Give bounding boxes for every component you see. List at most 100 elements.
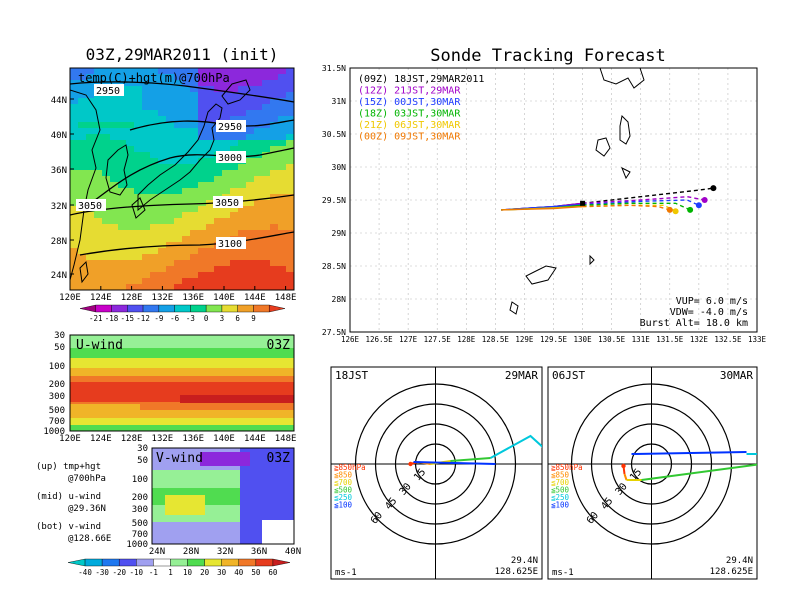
uwind-band xyxy=(70,348,294,358)
track-axis-ticks: 31.5N31N30.5N30N29.5N29N28.5N28N27.5N126… xyxy=(322,64,767,344)
uwind-label: U-wind xyxy=(76,338,123,353)
temp-cell xyxy=(262,80,271,87)
temp-cell xyxy=(286,254,294,261)
track-lines xyxy=(501,185,717,215)
temp-cell xyxy=(134,116,143,123)
temp-cell xyxy=(262,266,271,273)
temp-cell xyxy=(110,212,119,219)
temp-cell xyxy=(190,170,199,177)
temp-cell xyxy=(262,86,271,93)
temp-cell xyxy=(94,236,103,243)
temp-cell xyxy=(78,212,87,219)
temp-cell xyxy=(262,176,271,183)
temp-cell xyxy=(94,152,103,159)
temp-cell xyxy=(222,164,231,171)
temp-cell xyxy=(78,260,87,267)
temp-cell xyxy=(286,266,294,273)
temp-cell xyxy=(286,128,294,135)
temp-cell xyxy=(70,152,79,159)
lon-tick: 130.5E xyxy=(598,335,626,344)
temp-cell xyxy=(262,242,271,249)
temp-cell xyxy=(110,176,119,183)
temp-cell xyxy=(118,110,127,117)
temp-cell xyxy=(182,158,191,165)
temp-cell xyxy=(78,254,87,261)
temp-cell xyxy=(174,278,183,285)
temp-cell xyxy=(118,260,127,267)
temp-cell xyxy=(190,278,199,285)
temp-cell xyxy=(158,122,167,129)
temp-cell xyxy=(262,200,271,207)
temp-cell xyxy=(70,212,79,219)
lat-tick: 30.5N xyxy=(322,130,346,139)
uwind-band xyxy=(70,358,294,368)
colorbar-swatch xyxy=(119,558,137,567)
temp-cell xyxy=(118,278,127,285)
hodo-unit: ms-1 xyxy=(335,568,357,578)
hodo-unit: ms-1 xyxy=(552,568,574,578)
temp-cell xyxy=(126,134,135,141)
temp-cell xyxy=(214,260,223,267)
temp-cell xyxy=(142,134,151,141)
temp-cell xyxy=(262,116,271,123)
temp-cell xyxy=(246,122,255,129)
temp-cell xyxy=(86,104,95,111)
temp-cell xyxy=(166,86,175,93)
temp-cell xyxy=(158,272,167,279)
temp-cell xyxy=(198,206,207,213)
temp-cell xyxy=(158,116,167,123)
temp-cell xyxy=(246,176,255,183)
pressure-tick: 300 xyxy=(132,505,148,515)
contour-3100 xyxy=(79,231,294,256)
temp-cell xyxy=(70,170,79,177)
uwind-time: 03Z xyxy=(267,338,291,353)
temp-cell xyxy=(174,68,183,75)
temp-cell xyxy=(158,110,167,117)
lon-tick: 132E xyxy=(690,335,709,344)
temp-cell xyxy=(198,212,207,219)
track-line-dashed xyxy=(582,199,700,206)
temp-cell xyxy=(126,260,135,267)
temp-cell xyxy=(110,170,119,177)
temp-cell xyxy=(102,242,111,249)
temp-cell xyxy=(126,218,135,225)
temp-cell xyxy=(270,152,279,159)
temp-cell xyxy=(158,206,167,213)
temp-cell xyxy=(70,134,79,141)
temp-cell xyxy=(110,242,119,249)
temp-cell xyxy=(286,260,294,267)
temp-cell xyxy=(230,134,239,141)
colorbar-swatch xyxy=(84,558,103,567)
temp-cell xyxy=(214,86,223,93)
temp-cell xyxy=(214,272,223,279)
note-line: (up) tmp+hgt xyxy=(36,462,101,472)
temp-cell xyxy=(150,182,159,189)
temp-cell xyxy=(254,116,263,123)
temp-cell xyxy=(150,284,159,290)
temp-cell xyxy=(270,128,279,135)
temp-cell xyxy=(70,224,79,231)
temp-cell xyxy=(238,272,247,279)
temp-cell xyxy=(134,170,143,177)
temp-cell xyxy=(142,92,151,99)
temp-cell xyxy=(70,194,79,201)
temp-cell xyxy=(246,98,255,105)
temp-cell xyxy=(270,92,279,99)
contour-label-bg xyxy=(216,120,246,132)
temp-cell xyxy=(126,140,135,147)
temp-cell xyxy=(206,284,215,290)
lat-tick: 30N xyxy=(332,163,347,172)
temp-cell xyxy=(78,86,87,93)
track-end-point xyxy=(710,185,717,192)
vwind-band xyxy=(165,495,205,515)
colorbar-swatch xyxy=(205,304,223,313)
temp-cell xyxy=(142,188,151,195)
temp-cell xyxy=(102,80,111,87)
temp-cell xyxy=(118,230,127,237)
temp-cell xyxy=(286,68,294,75)
temp-cell xyxy=(174,146,183,153)
temp-cell xyxy=(270,158,279,165)
hodo-trace xyxy=(450,457,491,462)
